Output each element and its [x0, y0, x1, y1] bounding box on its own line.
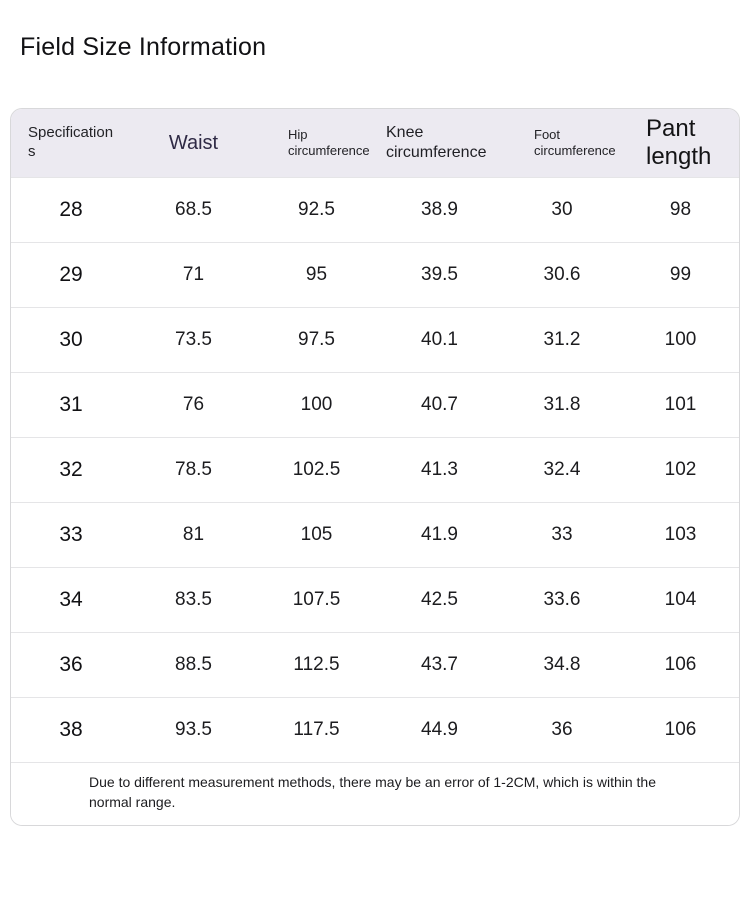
- cell-foot-circumference: 33.6: [543, 589, 581, 610]
- cell-specification: 38: [59, 718, 83, 741]
- cell-hip-circumference: 97.5: [298, 329, 335, 350]
- cell-foot-circumference: 33: [551, 524, 573, 545]
- cell-hip-circumference: 112.5: [293, 654, 340, 675]
- cell-specification: 32: [59, 458, 83, 481]
- table-row: 36 88.5 112.5 43.7 34.8 106: [11, 632, 739, 697]
- cell-knee-circumference: 40.1: [421, 329, 458, 350]
- cell-hip-circumference: 95: [305, 264, 328, 285]
- cell-hip-circumference: 100: [300, 394, 333, 415]
- page-title: Field Size Information: [20, 33, 267, 61]
- cell-foot-circumference: 31.8: [543, 394, 581, 415]
- cell-pant-length: 101: [664, 394, 697, 415]
- col-header-specifications: Specifications: [28, 124, 114, 160]
- cell-specification: 29: [59, 263, 83, 286]
- cell-waist: 71: [182, 264, 205, 285]
- col-header-pant-length: Pant length: [646, 115, 712, 170]
- table-body: 28 68.5 92.5 38.9 30 98 29 71 95 39.5 30…: [11, 177, 739, 762]
- cell-waist: 81: [182, 524, 205, 545]
- cell-hip-circumference: 102.5: [292, 459, 341, 480]
- cell-specification: 34: [59, 588, 83, 611]
- cell-waist: 68.5: [175, 199, 212, 220]
- cell-waist: 76: [182, 394, 205, 415]
- cell-foot-circumference: 30: [551, 199, 573, 220]
- cell-pant-length: 106: [664, 654, 697, 675]
- measurement-note: Due to different measurement methods, th…: [11, 762, 739, 826]
- cell-pant-length: 100: [664, 329, 697, 350]
- cell-hip-circumference: 107.5: [292, 589, 341, 610]
- cell-specification: 28: [59, 198, 83, 221]
- cell-pant-length: 104: [664, 589, 697, 610]
- cell-hip-circumference: 92.5: [298, 199, 335, 220]
- table-header-row: Specifications Waist Hip circumference K…: [11, 109, 739, 177]
- table-row: 33 81 105 41.9 33 103: [11, 502, 739, 567]
- cell-foot-circumference: 30.6: [543, 264, 581, 285]
- cell-pant-length: 98: [669, 199, 692, 220]
- cell-specification: 36: [59, 653, 83, 676]
- cell-foot-circumference: 31.2: [543, 329, 581, 350]
- cell-hip-circumference: 105: [300, 524, 333, 545]
- col-header-foot-circumference: Foot circumference: [534, 126, 616, 158]
- table-row: 38 93.5 117.5 44.9 36 106: [11, 697, 739, 762]
- cell-knee-circumference: 41.9: [421, 524, 458, 545]
- cell-knee-circumference: 41.3: [421, 459, 458, 480]
- table-row: 31 76 100 40.7 31.8 101: [11, 372, 739, 437]
- table-row: 28 68.5 92.5 38.9 30 98: [11, 177, 739, 242]
- table-row: 32 78.5 102.5 41.3 32.4 102: [11, 437, 739, 502]
- col-header-knee-circumference: Knee circumference: [386, 124, 487, 161]
- cell-waist: 73.5: [175, 329, 212, 350]
- cell-waist: 83.5: [175, 589, 212, 610]
- cell-foot-circumference: 36: [551, 719, 573, 740]
- table-row: 29 71 95 39.5 30.6 99: [11, 242, 739, 307]
- cell-waist: 88.5: [175, 654, 212, 675]
- cell-hip-circumference: 117.5: [293, 719, 340, 740]
- cell-pant-length: 103: [664, 524, 697, 545]
- col-header-waist: Waist: [168, 131, 219, 154]
- cell-knee-circumference: 38.9: [421, 199, 458, 220]
- table-row: 30 73.5 97.5 40.1 31.2 100: [11, 307, 739, 372]
- cell-pant-length: 99: [669, 264, 692, 285]
- cell-specification: 31: [59, 393, 83, 416]
- table-row: 34 83.5 107.5 42.5 33.6 104: [11, 567, 739, 632]
- cell-foot-circumference: 34.8: [543, 654, 581, 675]
- cell-knee-circumference: 40.7: [421, 394, 458, 415]
- cell-waist: 93.5: [175, 719, 212, 740]
- cell-specification: 30: [59, 328, 83, 351]
- cell-knee-circumference: 43.7: [421, 654, 458, 675]
- cell-knee-circumference: 39.5: [421, 264, 458, 285]
- cell-knee-circumference: 42.5: [421, 589, 458, 610]
- size-table-card: Specifications Waist Hip circumference K…: [10, 108, 740, 827]
- cell-specification: 33: [59, 523, 83, 546]
- col-header-hip-circumference: Hip circumference: [288, 126, 370, 158]
- cell-foot-circumference: 32.4: [543, 459, 581, 480]
- cell-pant-length: 106: [664, 719, 697, 740]
- cell-waist: 78.5: [175, 459, 212, 480]
- cell-pant-length: 102: [664, 459, 697, 480]
- cell-knee-circumference: 44.9: [421, 719, 458, 740]
